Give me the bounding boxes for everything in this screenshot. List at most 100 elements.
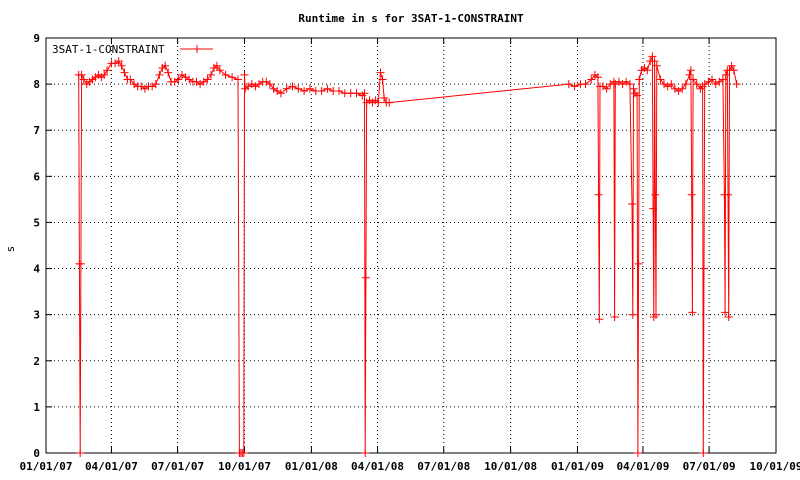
data-point-marker <box>732 80 741 89</box>
data-point-marker <box>380 93 389 102</box>
data-point-marker <box>100 70 109 79</box>
data-point-marker <box>656 75 665 84</box>
data-point-marker <box>692 80 701 89</box>
data-point-marker <box>635 75 644 84</box>
data-point-marker <box>610 313 619 321</box>
data-point-marker <box>602 84 611 93</box>
data-point-marker <box>721 308 730 317</box>
data-point-marker <box>77 70 86 79</box>
data-point-marker <box>581 80 590 89</box>
data-point-marker <box>140 84 149 93</box>
data-point-marker <box>622 77 631 86</box>
data-point-marker <box>126 75 135 84</box>
data-point-marker <box>643 66 652 75</box>
data-point-marker <box>196 80 205 89</box>
data-point-marker <box>724 313 733 321</box>
data-point-marker <box>633 91 642 100</box>
data-point-marker <box>317 87 326 95</box>
data-point-marker <box>385 98 394 107</box>
y-tick-label: 7 <box>33 124 40 137</box>
data-point-marker <box>678 84 687 93</box>
data-point-marker <box>700 264 708 273</box>
data-point-marker <box>288 82 297 91</box>
data-point-marker <box>151 80 160 89</box>
y-tick-label: 4 <box>33 263 40 276</box>
data-point-marker <box>628 200 636 208</box>
data-point-marker <box>687 190 696 199</box>
data-point-marker <box>361 449 370 457</box>
data-point-marker <box>335 87 343 95</box>
y-tick-label: 8 <box>33 78 40 91</box>
data-point-marker <box>76 259 85 268</box>
data-point-marker <box>358 91 367 100</box>
data-point-marker <box>161 61 170 70</box>
data-point-marker <box>120 68 129 77</box>
data-point-marker <box>361 273 370 282</box>
data-point-marker <box>234 75 242 84</box>
x-tick-label: 01/01/07 <box>20 460 73 473</box>
data-point-marker <box>594 190 603 199</box>
data-point-marker <box>203 75 212 84</box>
legend: 3SAT-1-CONSTRAINT <box>52 43 213 56</box>
data-point-marker <box>282 84 291 93</box>
data-point-marker <box>228 73 237 82</box>
data-point-marker <box>649 204 658 213</box>
y-tick-label: 1 <box>33 401 40 414</box>
data-point-marker <box>564 80 573 89</box>
data-point-marker <box>374 98 383 107</box>
y-tick-label: 0 <box>33 447 40 460</box>
data-point-marker <box>650 57 659 66</box>
data-point-marker <box>727 61 736 70</box>
data-point-marker <box>79 75 88 84</box>
y-tick-label: 5 <box>33 216 40 229</box>
x-tick-label: 07/01/07 <box>151 460 204 473</box>
x-tick-label: 01/01/09 <box>551 460 604 473</box>
data-point-marker <box>587 75 596 84</box>
data-point-marker <box>300 87 309 95</box>
x-tick-label: 10/01/09 <box>750 460 800 473</box>
y-tick-label: 9 <box>33 32 40 45</box>
data-point-marker <box>294 84 303 93</box>
data-point-marker <box>221 70 230 79</box>
data-point-marker <box>155 70 164 79</box>
y-tick-label: 3 <box>33 309 40 322</box>
data-point-marker <box>652 310 660 319</box>
axis-ticks: 0 1 2 3 4 5 6 7 8 9 01/01/07 04/01/07 07/01/07 10/01/… <box>20 32 800 473</box>
y-tick-label: 6 <box>33 170 40 183</box>
data-point-marker <box>724 190 732 199</box>
data-point-marker <box>699 449 708 457</box>
data-point-marker <box>240 70 249 79</box>
data-point-marker <box>212 61 221 70</box>
data-point-marker <box>721 70 730 79</box>
x-tick-label: 04/01/09 <box>616 460 669 473</box>
data-point-marker <box>618 80 627 89</box>
data-point-marker <box>305 84 314 93</box>
data-point-marker <box>681 80 690 89</box>
data-point-marker <box>103 66 112 75</box>
data-point-marker <box>174 75 183 84</box>
x-tick-label: 10/01/08 <box>484 460 537 473</box>
data-point-marker <box>611 80 620 89</box>
data-point-marker <box>352 89 361 98</box>
data-point-marker <box>652 61 661 70</box>
chart-title: Runtime in s for 3SAT-1-CONSTRAINT <box>298 12 524 25</box>
data-point-marker <box>689 75 698 84</box>
data-point-marker <box>114 57 123 66</box>
data-point-marker <box>378 75 387 84</box>
x-tick-label: 10/01/07 <box>218 460 271 473</box>
y-axis-label: s <box>4 246 17 253</box>
data-point-marker <box>688 308 697 317</box>
x-tick-label: 04/01/07 <box>85 460 138 473</box>
data-point-marker <box>323 84 332 93</box>
data-point-marker <box>262 77 271 86</box>
data-point-marker <box>614 77 623 86</box>
data-point-marker <box>708 75 716 84</box>
data-point-marker <box>648 52 657 61</box>
data-point-marker <box>667 80 676 89</box>
data-point-marker <box>265 80 274 89</box>
legend-label: 3SAT-1-CONSTRAINT <box>52 43 165 56</box>
data-point-marker <box>376 68 385 77</box>
x-tick-label: 04/01/08 <box>351 460 404 473</box>
data-point-marker <box>76 449 85 457</box>
